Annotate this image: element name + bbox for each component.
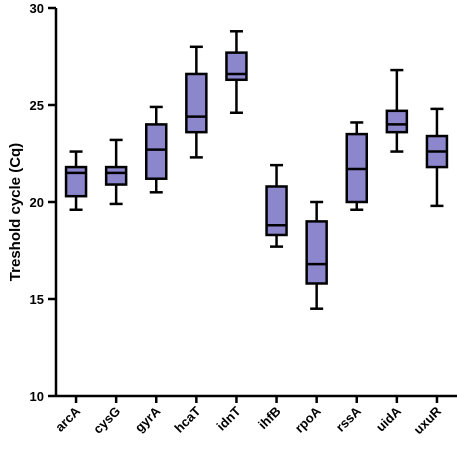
box-ihfB <box>265 163 288 248</box>
box-idnT <box>225 30 248 115</box>
x-tick-label-uxuR: uxuR <box>410 403 444 437</box>
y-tick-label: 10 <box>30 389 44 404</box>
x-tick-label-ihfB: ihfB <box>255 404 283 432</box>
x-tick-label-arcA: arcA <box>52 403 83 434</box>
y-axis: 10 15 20 25 30 <box>30 1 58 404</box>
box-series <box>64 30 449 310</box>
iqr-box <box>145 123 168 180</box>
box-hcaT <box>185 45 208 159</box>
x-tick-label-gyrA: gyrA <box>132 403 164 435</box>
x-tick-label-cysG: cysG <box>90 404 123 437</box>
box-arcA <box>64 150 88 212</box>
box-rssA <box>345 121 368 212</box>
iqr-box <box>225 51 248 82</box>
iqr-box <box>104 165 128 186</box>
x-tick-label-rssA: rssA <box>333 403 364 434</box>
iqr-box <box>265 185 288 237</box>
x-tick-label-uidA: uidA <box>373 403 404 434</box>
iqr-box <box>305 220 328 285</box>
box-uidA <box>385 68 409 153</box>
x-tick-label-rpoA: rpoA <box>292 403 324 435</box>
iqr-box <box>385 109 409 134</box>
x-axis: arcA cysG gyrA hcaT idnT ihfB rpoA rssA uidA uxuR <box>52 394 457 437</box>
y-tick-label: 15 <box>30 292 44 307</box>
y-tick-label: 30 <box>30 1 44 16</box>
y-axis-title: Treshold cycle (Cq) <box>7 143 24 281</box>
y-tick-label: 25 <box>30 98 44 113</box>
x-tick-label-hcaT: hcaT <box>171 403 203 435</box>
x-tick-label-idnT: idnT <box>214 403 244 433</box>
box-gyrA <box>145 105 168 194</box>
iqr-box <box>185 72 208 134</box>
iqr-box <box>64 165 88 198</box>
y-tick-label: 20 <box>30 195 44 210</box>
box-rpoA <box>305 200 328 310</box>
box-cysG <box>104 138 128 206</box>
box-uxuR <box>425 107 449 208</box>
